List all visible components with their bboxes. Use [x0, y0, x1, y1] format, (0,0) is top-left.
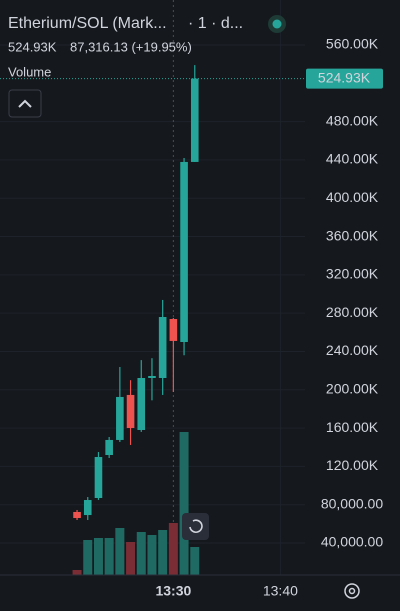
- settings-button[interactable]: [344, 583, 360, 599]
- replay-icon: [189, 519, 203, 534]
- y-tick-label: 40,000.00: [321, 534, 383, 550]
- y-tick-label: 80,000.00: [321, 495, 383, 511]
- candle-body: [158, 316, 167, 379]
- symbol: Etherium/SOL (Mark...: [8, 15, 167, 32]
- status-dot: [272, 19, 282, 29]
- header-last-price: 524.93K: [8, 39, 57, 54]
- collapse-icon: [18, 99, 32, 108]
- volume-bar: [179, 432, 189, 575]
- settings-icon: [348, 587, 356, 595]
- last-price-label: 524.93K: [318, 69, 371, 85]
- candle-body: [137, 378, 146, 431]
- volume-bar: [104, 538, 114, 575]
- candle-body: [180, 161, 188, 342]
- candle-body: [73, 511, 81, 519]
- volume-bar: [93, 538, 103, 575]
- y-tick-label: 240.00K: [326, 342, 379, 358]
- candle-body: [148, 375, 156, 379]
- header-change: 87,316.13 (+19.95%): [70, 39, 192, 54]
- collapse-button[interactable]: [8, 89, 42, 118]
- y-tick-label: 200.00K: [326, 380, 379, 396]
- x-tick-label: 13:30: [155, 583, 191, 599]
- y-tick-label: 560.00K: [326, 36, 379, 52]
- volume-bar: [72, 570, 82, 575]
- candle-body: [105, 439, 113, 456]
- replay-button[interactable]: [182, 513, 209, 540]
- volume-bar: [158, 530, 168, 575]
- y-tick-label: 360.00K: [326, 227, 379, 243]
- candle-body: [83, 500, 92, 516]
- candle-body: [94, 457, 103, 499]
- volume-bar: [136, 532, 146, 575]
- volume-bar: [190, 547, 200, 575]
- volume-bar: [115, 528, 125, 575]
- grid: [0, 0, 305, 575]
- interval: · 1 · d...: [188, 15, 243, 32]
- y-tick-label: 400.00K: [326, 189, 379, 205]
- y-tick-label: 160.00K: [326, 419, 379, 435]
- volume-bar: [126, 542, 136, 575]
- volume-bar: [168, 523, 178, 575]
- volume-label: Volume: [8, 64, 51, 79]
- y-tick-label: 280.00K: [326, 304, 379, 320]
- volume-bars: [72, 432, 200, 575]
- x-tick-label: 13:40: [263, 583, 298, 599]
- candle-body: [190, 78, 199, 162]
- y-tick-label: 320.00K: [326, 266, 379, 282]
- candle-body: [169, 319, 178, 341]
- y-tick-label: 480.00K: [326, 112, 379, 128]
- last-price-tag: [306, 68, 383, 89]
- candle-body: [116, 396, 124, 440]
- volume-bar: [83, 540, 93, 575]
- candle-body: [126, 394, 135, 428]
- y-tick-label: 440.00K: [326, 151, 379, 167]
- y-tick-label: 120.00K: [326, 457, 379, 473]
- volume-bar: [147, 535, 157, 575]
- candles: [73, 65, 199, 521]
